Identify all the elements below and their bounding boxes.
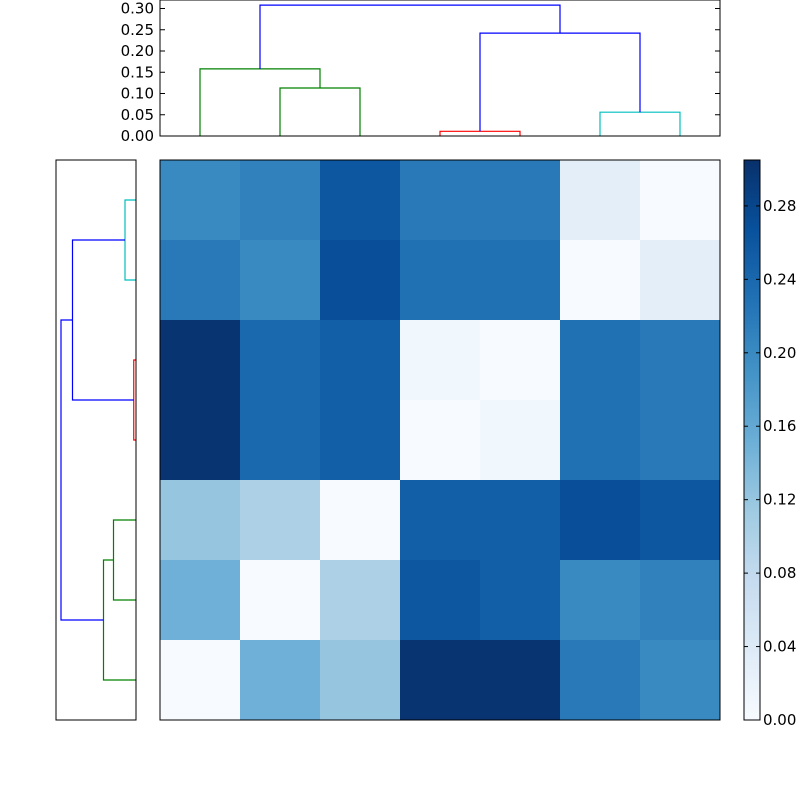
heatmap-cell-r5-c4	[480, 560, 561, 641]
heatmap-cell-r1-c3	[400, 240, 481, 321]
heatmap-cell-r6-c5	[560, 640, 641, 721]
top-dendrogram-ytick-label: 0.05	[121, 106, 154, 124]
heatmap-cell-r0-c3	[400, 160, 481, 241]
heatmap-cell-r2-c1	[240, 320, 321, 401]
heatmap-cell-r4-c0	[160, 480, 241, 561]
heatmap-cell-r3-c5	[560, 400, 641, 481]
left-dendrogram-frame	[55, 159, 137, 721]
heatmap-cell-r1-c6	[640, 240, 721, 321]
top-dendrogram-link-2	[439, 130, 521, 136]
top-dendrogram-link-1	[199, 68, 321, 136]
top-dendrogram-frame	[159, 0, 721, 137]
heatmap-cell-r2-c6	[640, 320, 721, 401]
heatmap-cell-r3-c2	[320, 400, 401, 481]
top-dendrogram-link-0	[279, 87, 361, 136]
heatmap-cell-r1-c1	[240, 240, 321, 321]
colorbar-tick-label: 0.08	[763, 564, 796, 582]
heatmap-cell-r5-c0	[160, 560, 241, 641]
heatmap-cell-r3-c0	[160, 400, 241, 481]
colorbar-frame	[743, 159, 761, 721]
heatmap-cell-r1-c0	[160, 240, 241, 321]
heatmap-cell-r6-c4	[480, 640, 561, 721]
heatmap-cell-r0-c5	[560, 160, 641, 241]
heatmap-cell-r0-c2	[320, 160, 401, 241]
colorbar-tick-label: 0.12	[763, 491, 796, 509]
heatmap-cell-r6-c6	[640, 640, 721, 721]
heatmap-cell-r4-c3	[400, 480, 481, 561]
heatmap-frame	[159, 159, 721, 721]
heatmap-cell-r5-c6	[640, 560, 721, 641]
heatmap-cell-r0-c1	[240, 160, 321, 241]
top-dendrogram-link-5	[259, 4, 561, 69]
heatmap	[159, 159, 721, 721]
colorbar-tick-label: 0.24	[763, 270, 796, 288]
heatmap-cell-r4-c5	[560, 480, 641, 561]
top-dendrogram: 0.00 0.05 0.10 0.15 0.20 0.25 0.30	[121, 0, 721, 145]
heatmap-cell-r2-c5	[560, 320, 641, 401]
heatmap-cell-r4-c1	[240, 480, 321, 561]
heatmap-cell-r4-c4	[480, 480, 561, 561]
top-dendrogram-ytick-label: 0.00	[121, 127, 154, 145]
heatmap-cell-r4-c2	[320, 480, 401, 561]
colorbar-tick-label: 0.16	[763, 417, 796, 435]
top-dendrogram-ytick-label: 0.10	[121, 85, 154, 103]
heatmap-cell-r3-c1	[240, 400, 321, 481]
heatmap-cell-r2-c4	[480, 320, 561, 401]
top-dendrogram-link-4	[479, 32, 641, 132]
heatmap-cell-r6-c3	[400, 640, 481, 721]
heatmap-cell-r0-c0	[160, 160, 241, 241]
heatmap-cell-r1-c4	[480, 240, 561, 321]
heatmap-cell-r1-c2	[320, 240, 401, 321]
colorbar-tick-label: 0.00	[763, 711, 796, 729]
heatmap-cell-r5-c5	[560, 560, 641, 641]
colorbar-tick-label: 0.28	[763, 197, 796, 215]
heatmap-cell-r5-c3	[400, 560, 481, 641]
heatmap-cell-r5-c2	[320, 560, 401, 641]
colorbar: 0.00 0.04 0.08 0.12 0.16 0.20 0.24 0.28	[743, 159, 796, 729]
heatmap-cell-r6-c0	[160, 640, 241, 721]
colorbar-fill	[744, 160, 760, 720]
left-dendrogram-link-3	[112, 519, 136, 601]
heatmap-cell-r3-c3	[400, 400, 481, 481]
top-dendrogram-link-3	[599, 111, 681, 136]
heatmap-cell-r6-c2	[320, 640, 401, 721]
heatmap-cell-r6-c1	[240, 640, 321, 721]
left-dendrogram-link-4	[102, 559, 136, 681]
left-dendrogram	[55, 159, 137, 721]
heatmap-cell-r0-c4	[480, 160, 561, 241]
top-dendrogram-ytick-label: 0.25	[121, 21, 154, 39]
colorbar-tick-label: 0.20	[763, 344, 796, 362]
heatmap-cell-r4-c6	[640, 480, 721, 561]
left-dendrogram-link-5	[60, 319, 104, 621]
colorbar-tick-label: 0.04	[763, 638, 796, 656]
top-dendrogram-ytick-label: 0.30	[121, 0, 154, 18]
left-dendrogram-link-0	[124, 199, 136, 281]
heatmap-cell-r3-c6	[640, 400, 721, 481]
top-dendrogram-ytick-label: 0.15	[121, 63, 154, 81]
heatmap-cell-r3-c4	[480, 400, 561, 481]
heatmap-cell-r1-c5	[560, 240, 641, 321]
heatmap-cell-r2-c3	[400, 320, 481, 401]
heatmap-cell-r2-c2	[320, 320, 401, 401]
heatmap-cell-r2-c0	[160, 320, 241, 401]
top-dendrogram-ytick-label: 0.20	[121, 42, 154, 60]
heatmap-cell-r5-c1	[240, 560, 321, 641]
heatmap-cell-r0-c6	[640, 160, 721, 241]
